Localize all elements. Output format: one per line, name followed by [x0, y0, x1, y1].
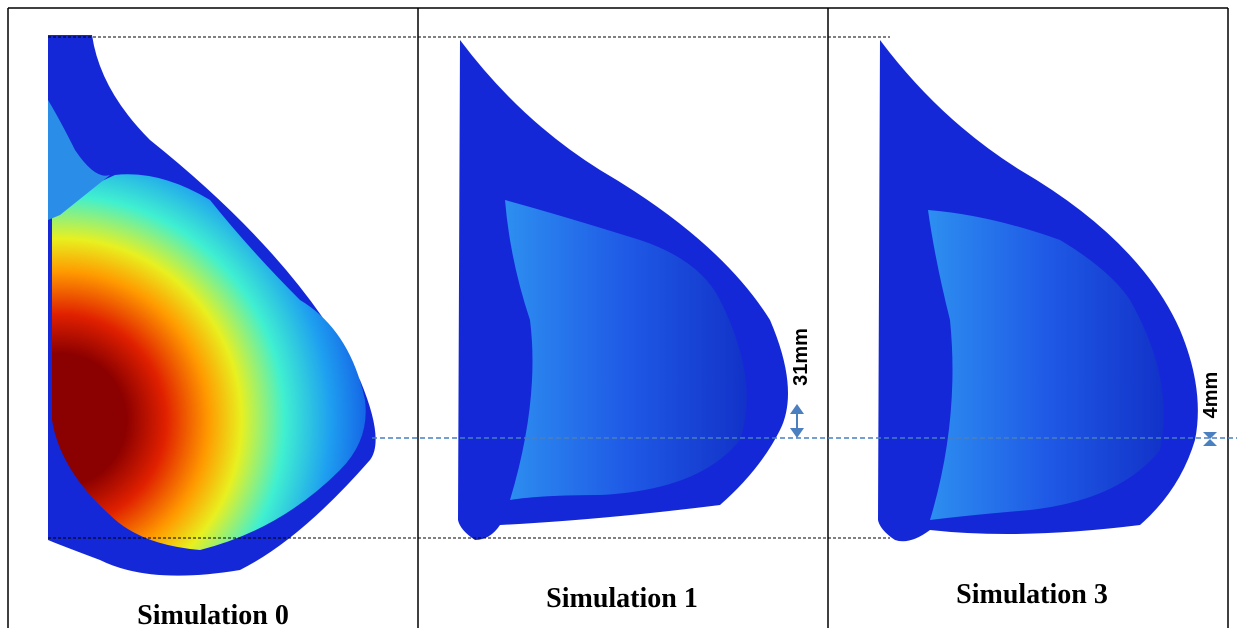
guides	[48, 36, 1237, 539]
caption: Simulation 0	[137, 600, 289, 628]
panel-3	[878, 40, 1198, 542]
panel-0	[48, 35, 376, 576]
panel-1	[458, 40, 788, 540]
measure-label: 4mm	[1200, 372, 1222, 419]
caption: Simulation 1	[546, 583, 698, 614]
frame	[7, 7, 1229, 628]
measure-label: 31mm	[790, 328, 812, 386]
caption: Simulation 3	[956, 579, 1108, 610]
